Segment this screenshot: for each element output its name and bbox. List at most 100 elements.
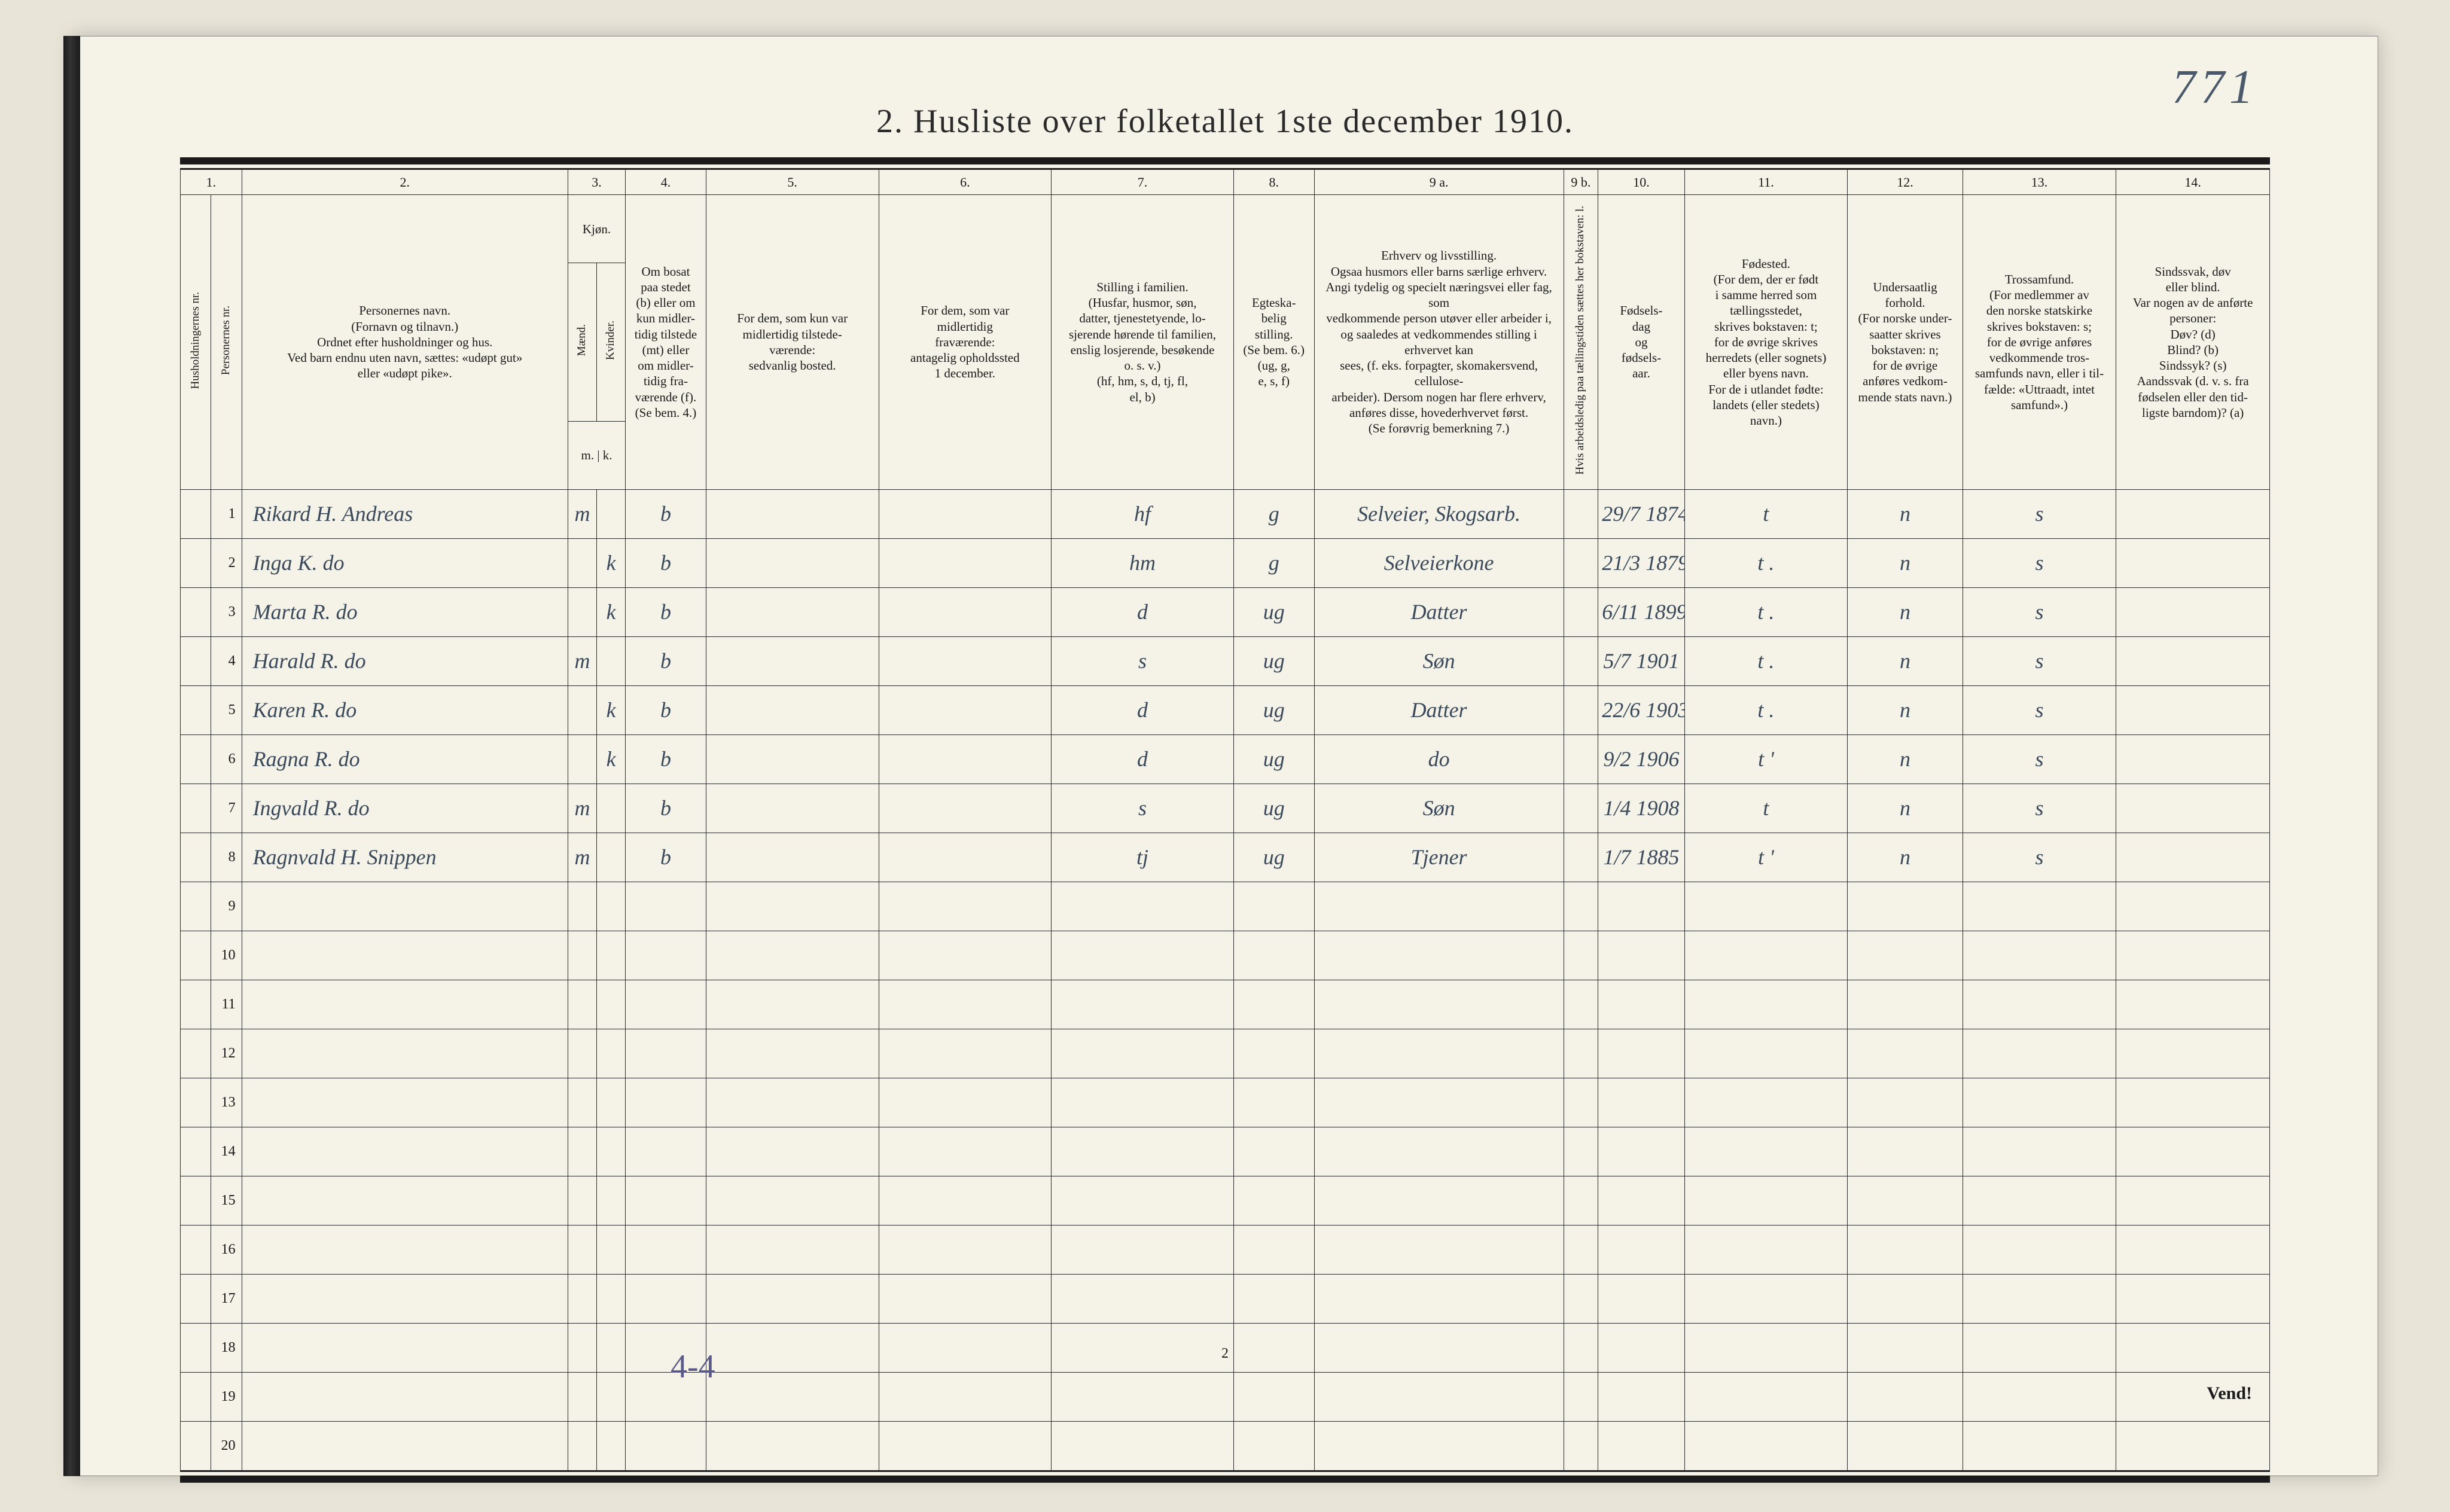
cell [2116, 1176, 2270, 1225]
cell: Selveierkone [1314, 538, 1564, 587]
cell [1963, 1225, 2116, 1274]
cell: hm [1052, 538, 1234, 587]
colnum-8: 8. [1233, 170, 1314, 195]
head-unemployed: Hvis arbeidsledig paa tællingstiden sætt… [1564, 195, 1598, 490]
cell [1314, 1176, 1564, 1225]
cell [1598, 1029, 1684, 1078]
cell: n [1848, 636, 1963, 685]
cell: 29/7 1874 [1598, 489, 1684, 538]
cell [568, 1176, 596, 1225]
cell: ug [1233, 587, 1314, 636]
cell: k [597, 538, 626, 587]
cell: s [1963, 833, 2116, 882]
cell [1052, 980, 1234, 1029]
cell [1684, 1127, 1848, 1176]
cell [1963, 882, 2116, 931]
cell: Datter [1314, 685, 1564, 734]
cell: 1/7 1885 [1598, 833, 1684, 882]
cell: 8 [211, 833, 242, 882]
cell [568, 587, 596, 636]
cell [1963, 980, 2116, 1029]
cell [1052, 1127, 1234, 1176]
blank-rows: 91011121314151617181920 [181, 882, 2270, 1470]
cell [1598, 980, 1684, 1029]
cell [1564, 1078, 1598, 1127]
cell [879, 636, 1052, 685]
cell: 14 [211, 1127, 242, 1176]
cell [2116, 1274, 2270, 1323]
cell [2116, 1127, 2270, 1176]
cell [1684, 1225, 1848, 1274]
cell [181, 1225, 211, 1274]
footer-page-number: 2 [1221, 1346, 1229, 1362]
cell: 5/7 1901 [1598, 636, 1684, 685]
cell: n [1848, 489, 1963, 538]
cell: Rikard H. Andreas [242, 489, 568, 538]
cell [1052, 1323, 1234, 1372]
cell [1848, 1127, 1963, 1176]
table-row: 6Ragna R. dokbdugdo9/2 1906t 'ns [181, 734, 2270, 784]
cell [1314, 931, 1564, 980]
cell [181, 538, 211, 587]
cell [1848, 1372, 1963, 1421]
data-rows: 1Rikard H. AndreasmbhfgSelveier, Skogsar… [181, 489, 2270, 882]
cell: 18 [211, 1323, 242, 1372]
table-row: 8Ragnvald H. SnippenmbtjugTjener1/7 1885… [181, 833, 2270, 882]
head-temp-absent: For dem, som var midlertidig fraværende:… [879, 195, 1052, 490]
cell [1598, 882, 1684, 931]
colnum-12: 12. [1848, 170, 1963, 195]
cell: 19 [211, 1372, 242, 1421]
cell: 16 [211, 1225, 242, 1274]
cell: 9/2 1906 [1598, 734, 1684, 784]
cell [2116, 1323, 2270, 1372]
cell [879, 489, 1052, 538]
cell: 1/4 1908 [1598, 784, 1684, 833]
cell: b [626, 833, 706, 882]
cell: 22/6 1903 [1598, 685, 1684, 734]
cell [706, 833, 879, 882]
cell [706, 538, 879, 587]
cell [879, 1127, 1052, 1176]
cell: 17 [211, 1274, 242, 1323]
head-person-nr: Personernes nr. [211, 195, 242, 490]
cell [1314, 1078, 1564, 1127]
cell: s [1052, 636, 1234, 685]
cell: 10 [211, 931, 242, 980]
page-title: 2. Husliste over folketallet 1ste decemb… [72, 102, 2378, 141]
cell [626, 1176, 706, 1225]
cell [181, 1029, 211, 1078]
cell [1564, 734, 1598, 784]
cell [1963, 1421, 2116, 1470]
cell [568, 685, 596, 734]
cell [1052, 1029, 1234, 1078]
cell: 20 [211, 1421, 242, 1470]
cell [879, 1029, 1052, 1078]
cell: k [597, 734, 626, 784]
cell: s [1052, 784, 1234, 833]
cell: s [1963, 734, 2116, 784]
cell [242, 1078, 568, 1127]
cell [1848, 1274, 1963, 1323]
cell [1233, 1274, 1314, 1323]
cell [568, 931, 596, 980]
cell: b [626, 734, 706, 784]
cell [1848, 1323, 1963, 1372]
cell [181, 833, 211, 882]
cell [242, 1372, 568, 1421]
cell [626, 1421, 706, 1470]
cell [568, 1029, 596, 1078]
head-female: Kvinder. [597, 263, 626, 421]
cell [597, 1274, 626, 1323]
cell: Datter [1314, 587, 1564, 636]
cell [568, 1323, 596, 1372]
cell [2116, 538, 2270, 587]
cell [1684, 1078, 1848, 1127]
turn-page-instruction: Vend! [2207, 1383, 2252, 1404]
cell [2116, 587, 2270, 636]
cell [626, 931, 706, 980]
cell [1963, 1078, 2116, 1127]
cell [706, 1029, 879, 1078]
cell [1052, 931, 1234, 980]
cell: 4 [211, 636, 242, 685]
cell [181, 1421, 211, 1470]
